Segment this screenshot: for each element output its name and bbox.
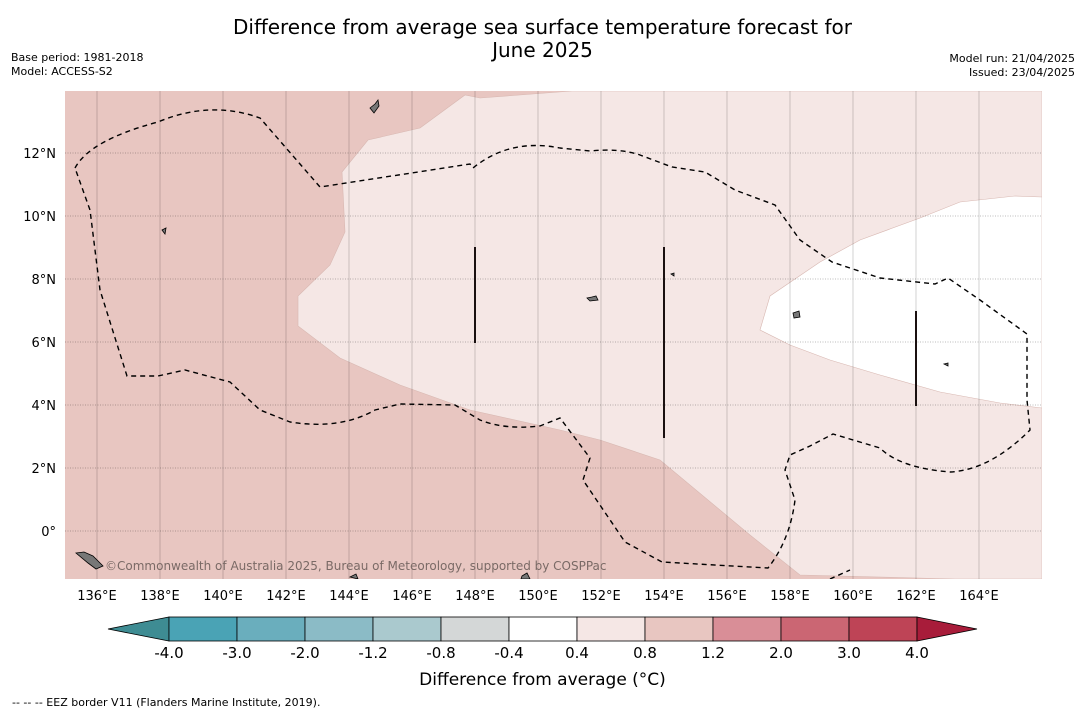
colorbar-tick-label: -0.4: [494, 644, 524, 662]
longitude-label: 164°E: [959, 589, 999, 604]
map-title-line1: Difference from average sea surface temp…: [232, 15, 852, 39]
latitude-label: 10°N: [23, 210, 56, 225]
colorbar-tick-label: 3.0: [837, 644, 861, 662]
anomaly-region-0.4-0.8: [759, 195, 1042, 409]
longitude-label: 158°E: [770, 589, 810, 604]
colorbar-extend-high: [916, 616, 978, 642]
longitude-label: 144°E: [329, 589, 369, 604]
colorbar-segment: [848, 616, 918, 642]
colorbar-title: Difference from average (°C): [419, 670, 666, 690]
longitude-labels: 136°E 138°E 140°E 142°E 144°E 146°E 148°E 150°E…: [77, 589, 999, 604]
longitude-label: 152°E: [581, 589, 621, 604]
colorbar-segment: [236, 616, 306, 642]
longitude-label: 148°E: [455, 589, 495, 604]
longitude-label: 156°E: [707, 589, 747, 604]
colorbar-segment: [712, 616, 782, 642]
colorbar-segment: [372, 616, 442, 642]
map-title-line2: June 2025: [492, 38, 593, 62]
colorbar-tick-label: 0.4: [565, 644, 589, 662]
colorbar: [107, 616, 978, 642]
islands: [75, 99, 949, 579]
latitude-label: 2°N: [32, 462, 57, 477]
colorbar-tick-label: -3.0: [222, 644, 252, 662]
model-run-text: Model run: 21/04/2025: [949, 52, 1075, 65]
copyright-credit: ©Commonwealth of Australia 2025, Bureau …: [105, 559, 607, 573]
colorbar-tick-label: -1.2: [358, 644, 388, 662]
colorbar-tick-label: 4.0: [905, 644, 929, 662]
colorbar-segment: [168, 616, 238, 642]
colorbar-tick-label: -2.0: [290, 644, 320, 662]
latitude-label: 0°: [41, 525, 56, 540]
eez-borders: [74, 109, 1031, 579]
model-text: Model: ACCESS-S2: [11, 65, 113, 78]
colorbar-tick-label: -0.8: [426, 644, 456, 662]
colorbar-tick-label: 2.0: [769, 644, 793, 662]
colorbar-segment: [440, 616, 510, 642]
longitude-label: 136°E: [77, 589, 117, 604]
longitude-label: 150°E: [518, 589, 558, 604]
longitude-label: 162°E: [896, 589, 936, 604]
map-panel: [65, 91, 1042, 579]
longitude-label: 140°E: [203, 589, 243, 604]
colorbar-segment: [304, 616, 374, 642]
longitude-label: 142°E: [266, 589, 306, 604]
latitude-label: 4°N: [32, 399, 57, 414]
graticule: [65, 91, 1042, 579]
anomaly-region-0.8-1.2: [297, 91, 1042, 579]
colorbar-tick-label: 0.8: [633, 644, 657, 662]
issued-text: Issued: 23/04/2025: [968, 66, 1075, 79]
colorbar-segment: [508, 616, 578, 642]
base-period-text: Base period: 1981-2018: [11, 51, 144, 64]
longitude-label: 138°E: [140, 589, 180, 604]
colorbar-tick-label: 1.2: [701, 644, 725, 662]
colorbar-tick-label: -4.0: [154, 644, 184, 662]
eez-footnote: -- -- -- EEZ border V11 (Flanders Marine…: [12, 696, 321, 709]
longitude-label: 160°E: [833, 589, 873, 604]
latitude-label: 8°N: [32, 273, 57, 288]
latitude-label: 6°N: [32, 336, 57, 351]
latitude-labels: 12°N 10°N 8°N 6°N 4°N 2°N 0°: [23, 147, 56, 540]
colorbar-extend-low: [107, 616, 170, 642]
colorbar-segment: [644, 616, 714, 642]
latitude-label: 12°N: [23, 147, 56, 162]
marker-bars: [474, 247, 917, 438]
longitude-label: 154°E: [644, 589, 684, 604]
colorbar-segment: [780, 616, 850, 642]
longitude-label: 146°E: [392, 589, 432, 604]
colorbar-segment: [576, 616, 646, 642]
